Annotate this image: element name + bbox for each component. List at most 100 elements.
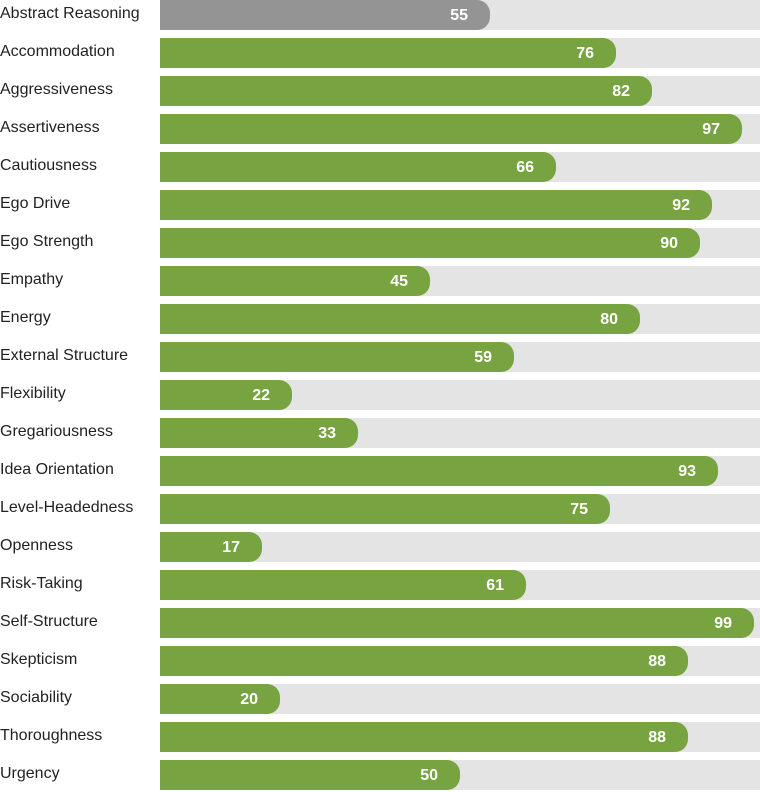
bar-track: 17 [160, 532, 760, 562]
category-label: Assertiveness [0, 119, 100, 136]
bar-track: 45 [160, 266, 760, 296]
bar-row: Accommodation 76 [0, 38, 760, 68]
category-label: Urgency [0, 765, 60, 782]
bar-track: 59 [160, 342, 760, 372]
value-label: 61 [486, 577, 504, 594]
category-label: Cautiousness [0, 157, 97, 174]
value-label: 59 [474, 349, 492, 366]
bar [160, 342, 514, 372]
bar-track: 76 [160, 38, 760, 68]
category-label: Openness [0, 537, 73, 554]
category-label: Skepticism [0, 651, 78, 668]
bar-row: Thoroughness 88 [0, 722, 760, 752]
bar-track: 50 [160, 760, 760, 790]
bar-track: 88 [160, 722, 760, 752]
bar-row: Idea Orientation 93 [0, 456, 760, 486]
bar-row: External Structure 59 [0, 342, 760, 372]
bar [160, 114, 742, 144]
value-label: 97 [702, 121, 720, 138]
value-label: 76 [576, 45, 594, 62]
bar-track: 80 [160, 304, 760, 334]
category-label: Ego Drive [0, 195, 71, 212]
value-label: 88 [648, 653, 666, 670]
value-label: 75 [570, 501, 588, 518]
bar [160, 646, 688, 676]
category-label: Accommodation [0, 43, 115, 60]
value-label: 22 [252, 387, 270, 404]
category-label: Energy [0, 309, 51, 326]
value-label: 99 [714, 615, 732, 632]
bar-row: Flexibility 22 [0, 380, 760, 410]
bar-row: Openness 17 [0, 532, 760, 562]
bar-track: 61 [160, 570, 760, 600]
bar-row: Risk-Taking 61 [0, 570, 760, 600]
value-label: 93 [678, 463, 696, 480]
bar-row: Level-Headedness 75 [0, 494, 760, 524]
bar [160, 76, 652, 106]
value-label: 66 [516, 159, 534, 176]
category-label: Aggressiveness [0, 81, 113, 98]
bar [160, 152, 556, 182]
category-label: Ego Strength [0, 233, 94, 250]
bar [160, 190, 712, 220]
value-label: 88 [648, 729, 666, 746]
bar [160, 684, 280, 714]
bar [160, 608, 754, 638]
bar-track: 92 [160, 190, 760, 220]
bar-row: Ego Strength 90 [0, 228, 760, 258]
bar-track: 66 [160, 152, 760, 182]
value-label: 17 [222, 539, 240, 556]
bar-row: Cautiousness 66 [0, 152, 760, 182]
bar-track: 33 [160, 418, 760, 448]
bar [160, 418, 358, 448]
category-label: Thoroughness [0, 727, 103, 744]
category-label: Flexibility [0, 385, 66, 402]
category-label: Gregariousness [0, 423, 113, 440]
bar [160, 760, 460, 790]
bar-track: 97 [160, 114, 760, 144]
bar-row: Sociability 20 [0, 684, 760, 714]
value-label: 82 [612, 83, 630, 100]
bar-row: Energy 80 [0, 304, 760, 334]
value-label: 45 [390, 273, 408, 290]
category-label: Abstract Reasoning [0, 5, 140, 22]
bar-row: Self-Structure 99 [0, 608, 760, 638]
bar-row: Aggressiveness 82 [0, 76, 760, 106]
category-label: Idea Orientation [0, 461, 114, 478]
bar [160, 228, 700, 258]
category-label: Self-Structure [0, 613, 98, 630]
bar-row: Assertiveness 97 [0, 114, 760, 144]
bar [160, 266, 430, 296]
bar-track: 20 [160, 684, 760, 714]
bar-row: Empathy 45 [0, 266, 760, 296]
bar-row: Ego Drive 92 [0, 190, 760, 220]
category-label: Risk-Taking [0, 575, 83, 592]
bar-row: Skepticism 88 [0, 646, 760, 676]
bar [160, 494, 610, 524]
bar-row: Urgency 50 [0, 760, 760, 790]
bar-track: 90 [160, 228, 760, 258]
category-label: Sociability [0, 689, 73, 706]
bar [160, 570, 526, 600]
bar-row: Gregariousness 33 [0, 418, 760, 448]
bar [160, 0, 490, 30]
bar-track: 75 [160, 494, 760, 524]
value-label: 92 [672, 197, 690, 214]
value-label: 90 [660, 235, 678, 252]
bar-track: 99 [160, 608, 760, 638]
value-label: 80 [600, 311, 618, 328]
category-label: External Structure [0, 347, 129, 364]
value-label: 20 [240, 691, 258, 708]
bar [160, 304, 640, 334]
bar [160, 456, 718, 486]
category-label: Empathy [0, 271, 64, 288]
value-label: 33 [318, 425, 336, 442]
bar-track: 82 [160, 76, 760, 106]
value-label: 55 [450, 7, 468, 24]
bar [160, 380, 292, 410]
bar [160, 38, 616, 68]
bar [160, 532, 262, 562]
category-label: Level-Headedness [0, 499, 134, 516]
bar-track: 88 [160, 646, 760, 676]
